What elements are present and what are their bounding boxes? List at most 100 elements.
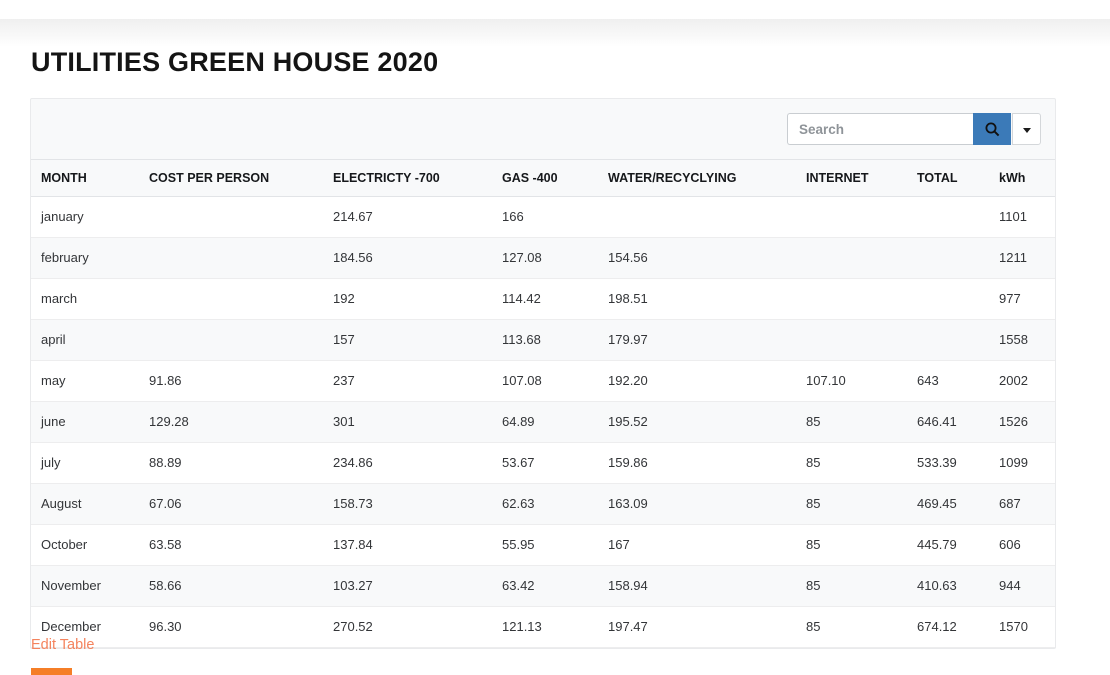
search-options-dropdown-button[interactable] <box>1012 113 1041 145</box>
table-cell: 195.52 <box>598 401 796 443</box>
table-row: february 184.56 127.08 154.56 1211 <box>31 237 1055 279</box>
table-cell <box>907 237 989 279</box>
table-cell <box>796 237 907 279</box>
table-row: july 88.89 234.86 53.67 159.86 85 533.39 1099 <box>31 442 1055 484</box>
table-cell: 129.28 <box>139 401 323 443</box>
table-row: march 192 114.42 198.51 977 <box>31 278 1055 320</box>
table-cell: 184.56 <box>323 237 492 279</box>
table-cell: 192.20 <box>598 360 796 402</box>
table-row: april 157 113.68 179.97 1558 <box>31 319 1055 361</box>
table-cell <box>796 319 907 361</box>
table-cell: 64.89 <box>492 401 598 443</box>
table-cell: 674.12 <box>907 606 989 648</box>
table-cell: 1211 <box>989 237 1055 279</box>
table-row: june 129.28 301 64.89 195.52 85 646.41 1526 <box>31 401 1055 443</box>
table-cell: 237 <box>323 360 492 402</box>
table-cell: 107.08 <box>492 360 598 402</box>
magnifier-icon <box>984 121 1001 138</box>
table-cell: 646.41 <box>907 401 989 443</box>
table-cell: 163.09 <box>598 483 796 525</box>
table-cell <box>139 237 323 279</box>
table-cell <box>598 196 796 238</box>
table-cell: 301 <box>323 401 492 443</box>
table-cell: 606 <box>989 524 1055 566</box>
table-cell: August <box>31 483 139 525</box>
page-title: UTILITIES GREEN HOUSE 2020 <box>31 47 439 77</box>
table-cell: 159.86 <box>598 442 796 484</box>
table-cell: 2002 <box>989 360 1055 402</box>
table-cell: 533.39 <box>907 442 989 484</box>
table-cell: 1570 <box>989 606 1055 648</box>
table-cell: 192 <box>323 278 492 320</box>
table-cell <box>907 319 989 361</box>
table-row: january 214.67 166 1101 <box>31 196 1055 238</box>
table-cell: 166 <box>492 196 598 238</box>
table-cell: 67.06 <box>139 483 323 525</box>
table-cell: 85 <box>796 606 907 648</box>
table-cell: 91.86 <box>139 360 323 402</box>
table-cell: may <box>31 360 139 402</box>
table-cell: 643 <box>907 360 989 402</box>
table-cell: 445.79 <box>907 524 989 566</box>
caret-down-icon <box>1022 127 1031 133</box>
table-cell: april <box>31 319 139 361</box>
table-cell: 96.30 <box>139 606 323 648</box>
column-header: GAS -400 <box>492 159 598 197</box>
table-cell: November <box>31 565 139 607</box>
table-cell <box>139 319 323 361</box>
table-cell: 85 <box>796 565 907 607</box>
table-cell: 85 <box>796 401 907 443</box>
search-button[interactable] <box>973 113 1011 145</box>
table-cell: 158.73 <box>323 483 492 525</box>
table-cell: 944 <box>989 565 1055 607</box>
table-cell <box>796 278 907 320</box>
table-cell: 1101 <box>989 196 1055 238</box>
table-cell: 85 <box>796 442 907 484</box>
table-row: December 96.30 270.52 121.13 197.47 85 674.12 1… <box>31 606 1055 648</box>
search-group <box>787 113 1041 145</box>
table-cell: 214.67 <box>323 196 492 238</box>
table-cell <box>907 278 989 320</box>
table-cell: 107.10 <box>796 360 907 402</box>
table-cell: 270.52 <box>323 606 492 648</box>
column-header: kWh <box>989 159 1055 197</box>
table-cell: 55.95 <box>492 524 598 566</box>
table-cell: march <box>31 278 139 320</box>
bottom-orange-button[interactable] <box>31 668 72 675</box>
table-cell <box>907 196 989 238</box>
table-cell: October <box>31 524 139 566</box>
table-cell: 198.51 <box>598 278 796 320</box>
table-body: january 214.67 166 1101 february 184.56 127.08… <box>31 196 1055 648</box>
table-cell: 63.42 <box>492 565 598 607</box>
table-cell: 157 <box>323 319 492 361</box>
table-cell: 167 <box>598 524 796 566</box>
table-cell: 63.58 <box>139 524 323 566</box>
table-toolbar <box>31 99 1055 159</box>
edit-table-link[interactable]: Edit Table <box>31 637 95 653</box>
table-cell: 179.97 <box>598 319 796 361</box>
table-header: MONTH COST PER PERSON ELECTRICTY -700 GAS -… <box>31 159 1055 197</box>
table-cell: june <box>31 401 139 443</box>
column-header: COST PER PERSON <box>139 159 323 197</box>
utilities-table: MONTH COST PER PERSON ELECTRICTY -700 GAS -… <box>31 159 1055 648</box>
column-header: WATER/RECYCLYING <box>598 159 796 197</box>
table-cell: 410.63 <box>907 565 989 607</box>
table-cell: 88.89 <box>139 442 323 484</box>
table-cell: july <box>31 442 139 484</box>
table-cell: 113.68 <box>492 319 598 361</box>
table-row: October 63.58 137.84 55.95 167 85 445.79 606 <box>31 524 1055 566</box>
table-cell: 469.45 <box>907 483 989 525</box>
search-input[interactable] <box>787 113 973 145</box>
column-header: ELECTRICTY -700 <box>323 159 492 197</box>
table-cell: 53.67 <box>492 442 598 484</box>
table-cell: 103.27 <box>323 565 492 607</box>
table-cell: 1099 <box>989 442 1055 484</box>
table-cell: 234.86 <box>323 442 492 484</box>
column-header: MONTH <box>31 159 139 197</box>
table-cell: 977 <box>989 278 1055 320</box>
table-cell: 62.63 <box>492 483 598 525</box>
table-cell: 158.94 <box>598 565 796 607</box>
table-cell <box>796 196 907 238</box>
table-cell: 197.47 <box>598 606 796 648</box>
